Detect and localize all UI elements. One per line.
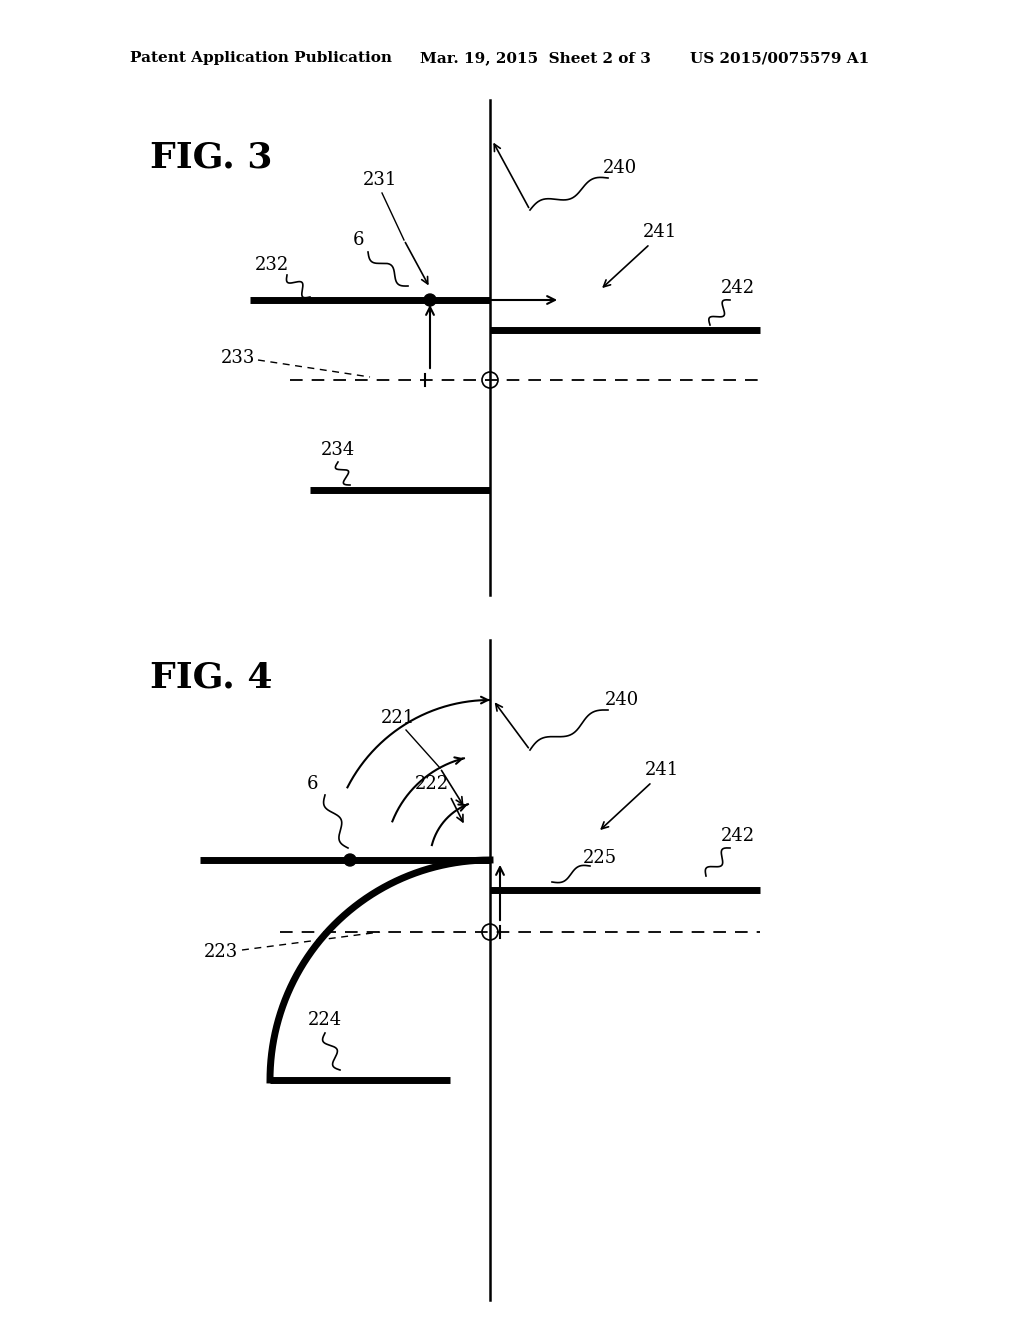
Text: 221: 221 bbox=[381, 709, 415, 727]
Text: FIG. 4: FIG. 4 bbox=[150, 660, 272, 694]
Text: 6: 6 bbox=[306, 775, 317, 793]
Text: 232: 232 bbox=[255, 256, 289, 275]
Text: 241: 241 bbox=[645, 762, 679, 779]
Text: 240: 240 bbox=[603, 158, 637, 177]
Text: 224: 224 bbox=[308, 1011, 342, 1030]
Text: 240: 240 bbox=[605, 690, 639, 709]
Text: US 2015/0075579 A1: US 2015/0075579 A1 bbox=[690, 51, 869, 65]
Text: FIG. 3: FIG. 3 bbox=[150, 140, 272, 174]
Text: 231: 231 bbox=[362, 172, 397, 189]
Text: 222: 222 bbox=[415, 775, 450, 793]
Circle shape bbox=[424, 294, 436, 306]
Text: 233: 233 bbox=[220, 348, 255, 367]
Text: 223: 223 bbox=[204, 942, 238, 961]
Text: 234: 234 bbox=[321, 441, 355, 459]
Text: 242: 242 bbox=[721, 279, 755, 297]
Text: Patent Application Publication: Patent Application Publication bbox=[130, 51, 392, 65]
Text: 242: 242 bbox=[721, 828, 755, 845]
Circle shape bbox=[344, 854, 356, 866]
Text: Mar. 19, 2015  Sheet 2 of 3: Mar. 19, 2015 Sheet 2 of 3 bbox=[420, 51, 651, 65]
Text: 241: 241 bbox=[643, 223, 677, 242]
Text: 225: 225 bbox=[583, 849, 617, 867]
Text: 6: 6 bbox=[352, 231, 364, 249]
